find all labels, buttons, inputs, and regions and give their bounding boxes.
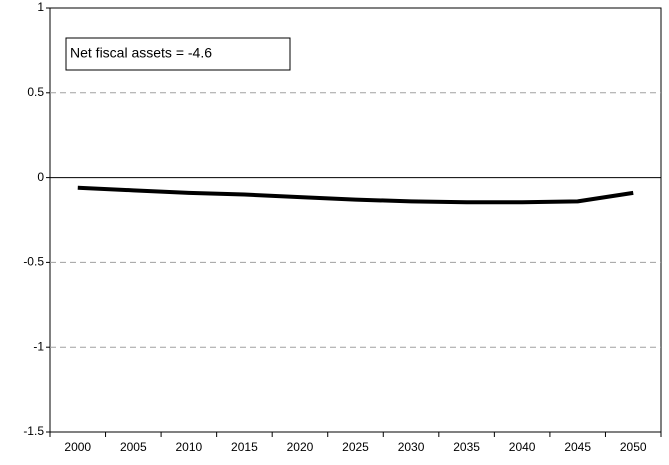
x-tick-label: 2025	[342, 440, 369, 454]
x-tick-label: 2005	[120, 440, 147, 454]
series-line	[77, 185, 634, 205]
annotation-box: Net fiscal assets = -4.6	[65, 37, 291, 71]
x-tick-label: 2010	[176, 440, 203, 454]
plot-area-border	[49, 7, 662, 433]
x-tick-labels: 2000 2005 2010 2015 2020 2025 2030 2035 2040 2045…	[64, 440, 646, 454]
x-tick-label: 2040	[509, 440, 536, 454]
y-tick-label: -1	[33, 339, 44, 353]
x-tick-label: 2035	[453, 440, 480, 454]
y-tick-label: 0.5	[27, 85, 44, 99]
x-tick-label: 2045	[564, 440, 591, 454]
annotation-text: Net fiscal assets = -4.6	[70, 45, 212, 61]
x-tick-label: 2050	[620, 440, 647, 454]
series-layer	[77, 185, 634, 205]
y-tick-label: -1.5	[23, 424, 44, 438]
x-tick-label: 2030	[398, 440, 425, 454]
y-tick-labels: 1 0.5 0 -0.5 -1 -1.5	[23, 0, 44, 438]
y-tick-label: -0.5	[23, 255, 44, 269]
y-tick-label: 1	[37, 0, 44, 14]
axes	[46, 7, 662, 437]
x-tick-label: 2000	[64, 440, 91, 454]
x-tick-label: 2020	[287, 440, 314, 454]
y-tick-label: 0	[37, 170, 44, 184]
annotation-frame	[65, 37, 291, 71]
x-tick-label: 2015	[231, 440, 258, 454]
grid-lines	[50, 92, 661, 348]
